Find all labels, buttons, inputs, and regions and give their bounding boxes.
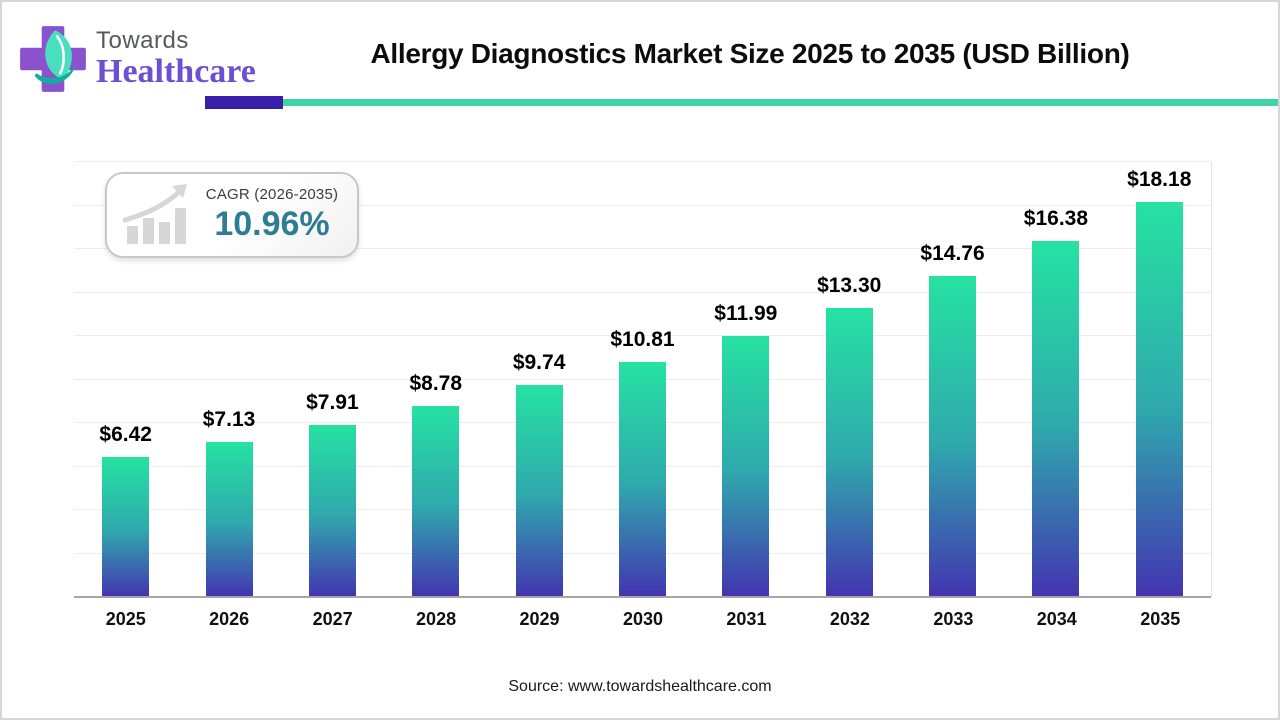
healthcare-cross-leaf-icon <box>20 26 86 92</box>
source-attribution: Source: www.towardshealthcare.com <box>508 678 772 695</box>
chart-bar <box>1032 240 1080 597</box>
bar-column-2034: $16.38 <box>1024 162 1088 597</box>
x-axis-label: 2028 <box>416 609 457 629</box>
bar-chart-growth-icon <box>122 184 187 244</box>
bar-column-2032: $13.30 <box>817 162 881 597</box>
title-underline-teal <box>283 99 1278 106</box>
chart-bar <box>825 307 873 597</box>
bar-column-2028: $8.78 <box>409 162 463 597</box>
cagr-label: CAGR (2026-2035) <box>205 186 339 203</box>
x-axis-label: 2030 <box>622 609 663 629</box>
logo-wordmark: Towards Healthcare <box>96 29 256 89</box>
bar-series: $6.42 $7.13 $7.91 $8.78 $9.74 $10.81 $11.99 $13… <box>74 162 1211 597</box>
bar-value-label: $6.42 <box>99 423 152 447</box>
x-axis-label: 2034 <box>1036 609 1077 629</box>
chart-bar <box>618 361 666 597</box>
x-axis-label: 2027 <box>312 609 353 629</box>
bar-value-label: $14.76 <box>920 241 985 265</box>
bar-column-2025: $6.42 <box>99 162 152 597</box>
gridline <box>74 248 1211 249</box>
bar-column-2029: $9.74 <box>512 162 566 597</box>
towards-healthcare-logo: Towards Healthcare <box>16 22 256 96</box>
bar-column-2033: $14.76 <box>920 162 985 597</box>
x-axis-label: 2035 <box>1140 609 1181 629</box>
bar-column-2027: $7.91 <box>306 162 359 597</box>
bar-value-label: $10.81 <box>610 327 675 351</box>
bar-value-label: $8.78 <box>409 372 463 396</box>
gridline <box>74 204 1211 206</box>
chart-bar <box>1135 201 1183 597</box>
bar-value-label: $13.30 <box>817 273 882 297</box>
x-axis-labels: 2025 2026 2027 2028 2029 2030 2031 2032 2033 2034… <box>74 609 1212 630</box>
cagr-text-block: CAGR (2026-2035) 10.96% <box>199 186 345 244</box>
page-title: Allergy Diagnostics Market Size 2025 to … <box>370 38 1130 69</box>
x-axis-label: 2032 <box>829 609 870 629</box>
x-axis-line <box>74 596 1211 598</box>
bar-value-label: $11.99 <box>714 302 778 326</box>
cagr-value: 10.96% <box>214 205 330 243</box>
chart-bar <box>412 406 460 597</box>
chart-bar <box>722 336 770 597</box>
bar-column-2026: $7.13 <box>202 162 256 597</box>
gridline <box>74 161 1211 162</box>
bar-value-label: $16.38 <box>1023 206 1089 230</box>
bar-value-label: $7.91 <box>306 390 359 414</box>
x-axis-label: 2031 <box>726 609 767 629</box>
bar-value-label: $9.74 <box>512 351 566 375</box>
bar-column-2035: $18.18 <box>1127 162 1191 597</box>
cagr-badge: CAGR (2026-2035) 10.96% <box>105 172 359 258</box>
bar-column-2031: $11.99 <box>714 162 777 597</box>
x-axis-label: 2025 <box>105 609 146 629</box>
bar-column-2030: $10.81 <box>610 162 675 597</box>
chart-bar <box>929 275 977 597</box>
logo-towards-text: Towards <box>96 27 189 54</box>
chart-bar <box>308 424 356 597</box>
x-axis-label: 2033 <box>933 609 974 629</box>
bar-value-label: $18.18 <box>1127 167 1192 191</box>
gridline <box>74 335 1211 336</box>
chart-bar <box>515 385 563 597</box>
logo-healthcare-text: Healthcare <box>96 53 256 90</box>
chart-bar <box>205 441 253 597</box>
chart-bar <box>102 457 150 597</box>
gridline <box>74 291 1211 293</box>
chart-plot-area: $6.42 $7.13 $7.91 $8.78 $9.74 $10.81 $11.99 $13… <box>74 161 1212 598</box>
x-axis-label: 2029 <box>519 609 560 629</box>
x-axis-label: 2026 <box>209 609 250 629</box>
title-underline-purple <box>205 96 283 109</box>
bar-value-label: $7.13 <box>202 407 256 431</box>
